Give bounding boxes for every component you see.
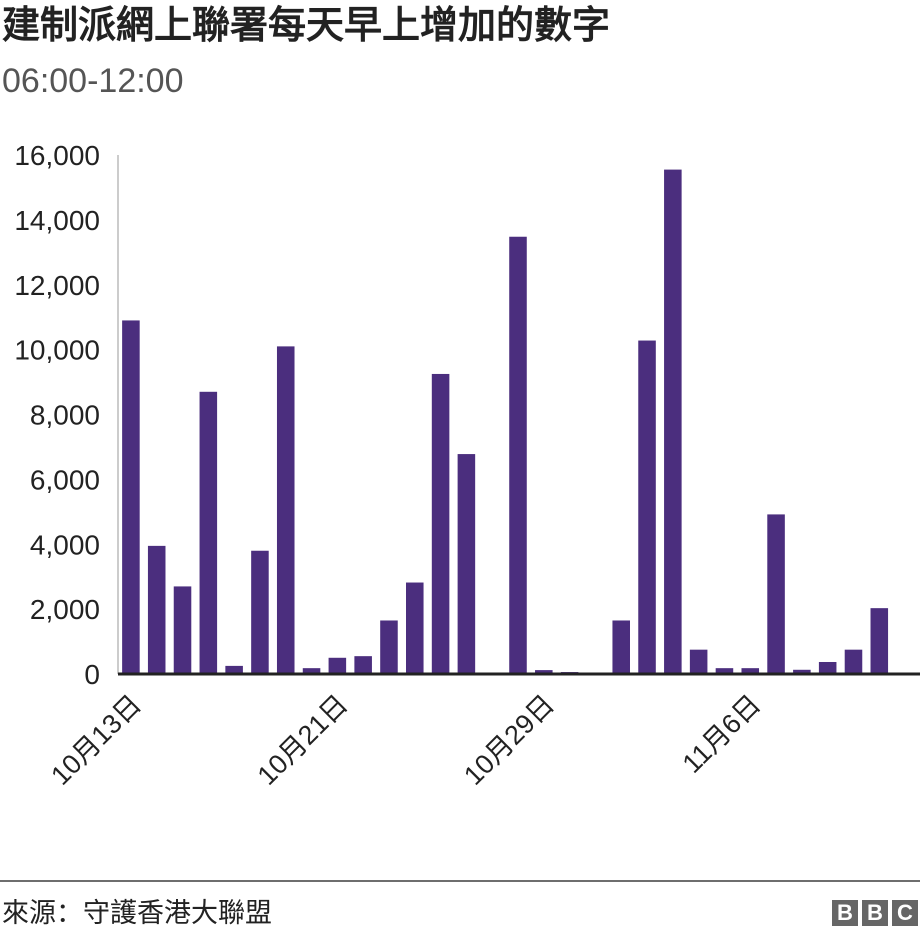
y-tick-label: 16,000 (14, 140, 100, 171)
bar: 11月7日: 4920 (767, 514, 785, 674)
x-tick-label: 10月29日 (458, 689, 560, 791)
bar: 10月13日: 10900 (122, 320, 140, 674)
y-tick-label: 0 (84, 659, 100, 690)
bbc-logo-letter: C (892, 900, 918, 926)
bar: 10月22日: 550 (354, 656, 372, 674)
y-tick-label: 2,000 (30, 594, 100, 625)
bar: 11月3日: 15550 (664, 169, 682, 675)
bars: 10月13日: 10900 10月14日: 3950 10月15日: 2700 10月… (122, 169, 889, 675)
x-tick-label: 11月6日 (677, 689, 767, 779)
y-tick-label: 4,000 (30, 529, 100, 560)
bar: 11月2日: 10280 (638, 340, 656, 674)
x-tick-label: 10月13日 (45, 689, 147, 791)
bar: 11月11日: 2030 (870, 608, 889, 674)
bar: 10月26日: 6780 (457, 454, 476, 674)
bar: 11月6日: 180 (741, 668, 760, 674)
y-axis: 0 2,000 4,000 6,000 8,000 10,000 12,000 14,000 1… (14, 140, 119, 690)
bbc-logo: B B C (832, 900, 918, 926)
chart-title: 建制派網上聯署每天早上增加的數字 (2, 5, 611, 47)
bar: 10月16日: 8700 (199, 391, 218, 674)
bar: 10月20日: 180 (302, 668, 321, 674)
y-tick-label: 12,000 (14, 270, 100, 301)
bar: 11月9日: 370 (818, 661, 837, 674)
source-note: 來源：守護香港大聯盟 (2, 898, 272, 928)
bar: 10月15日: 2700 (173, 586, 192, 674)
x-axis: 10月13日 10月21日 10月29日 11月6日 (45, 672, 920, 791)
bar: 10月29日: 120 (535, 670, 553, 674)
source-divider (0, 880, 920, 882)
y-tick-label: 6,000 (30, 464, 100, 495)
y-tick-label: 10,000 (14, 335, 100, 366)
y-tick-label: 14,000 (14, 205, 100, 236)
bar: 10月14日: 3950 (147, 545, 166, 674)
bar: 11月5日: 180 (715, 668, 734, 674)
bar: 11月1日: 1650 (612, 620, 630, 674)
bar: 10月25日: 9250 (431, 373, 450, 674)
bar: 11月10日: 750 (844, 649, 863, 674)
bar: 10月18日: 3800 (251, 550, 269, 674)
bar: 11月8日: 130 (793, 669, 811, 674)
bar: 10月21日: 500 (328, 657, 347, 674)
bbc-logo-letter: B (832, 900, 858, 926)
x-tick-label: 10月21日 (252, 689, 354, 791)
bar: 11月4日: 750 (689, 649, 708, 674)
bar: 10月17日: 250 (225, 665, 243, 674)
y-tick-label: 8,000 (30, 400, 100, 431)
bar: 10月24日: 2820 (406, 582, 424, 674)
bar: 10月23日: 1650 (380, 620, 398, 674)
bar: 10月28日: 13480 (509, 236, 527, 674)
chart-subtitle: 06:00-12:00 (2, 62, 184, 100)
bar: 10月19日: 10100 (276, 346, 295, 674)
bbc-logo-letter: B (862, 900, 888, 926)
